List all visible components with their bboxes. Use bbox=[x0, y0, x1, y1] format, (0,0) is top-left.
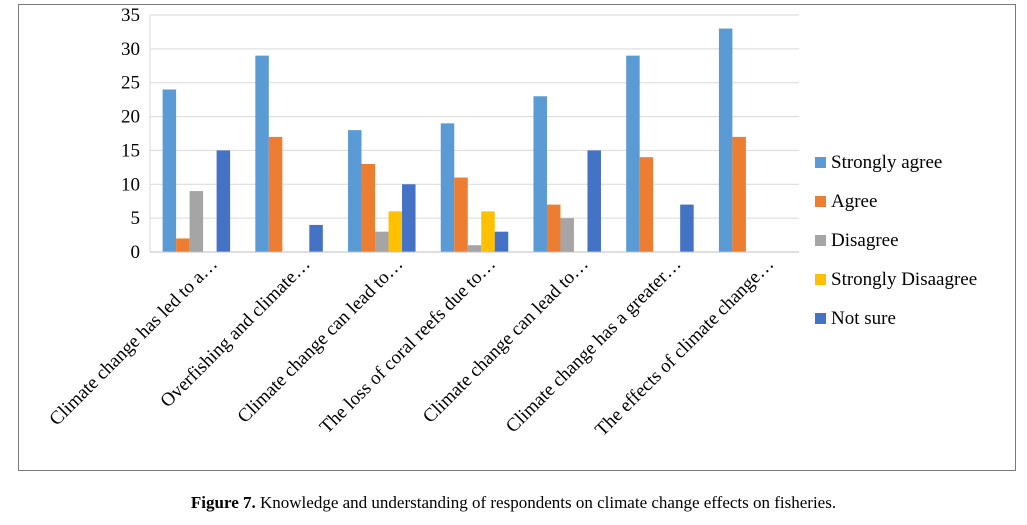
bar-strongly-disaagree-3 bbox=[388, 211, 403, 252]
bar-not-sure-3 bbox=[402, 184, 416, 252]
bar-strongly-agree-3 bbox=[348, 130, 362, 252]
bar-not-sure-5 bbox=[587, 150, 601, 252]
y-tick-label: 25 bbox=[121, 73, 140, 94]
chart-frame: 0 5 10 15 20 25 30 35 Climate change has led to… bbox=[18, 4, 1016, 471]
bar-agree-3 bbox=[361, 163, 376, 252]
x-category-label: Climate change can lead to… bbox=[234, 254, 408, 428]
y-axis-ticks: 0 5 10 15 20 25 30 35 bbox=[121, 5, 140, 263]
bar-disagree-5 bbox=[560, 218, 574, 252]
bar-strongly-agree-6 bbox=[626, 55, 640, 252]
bar-not-sure-1 bbox=[216, 150, 231, 252]
bar-agree-5 bbox=[546, 204, 561, 252]
bar-disagree-1 bbox=[189, 191, 204, 252]
y-tick-label: 0 bbox=[131, 242, 141, 263]
x-category-label: Climate change can lead to… bbox=[419, 254, 593, 428]
legend-swatch bbox=[815, 157, 826, 168]
bar-disagree-4 bbox=[467, 245, 482, 252]
x-category-label: Overfishing and climate… bbox=[156, 254, 314, 412]
y-tick-label: 30 bbox=[121, 39, 140, 60]
legend-swatch bbox=[815, 313, 826, 324]
legend-label: Disagree bbox=[831, 230, 899, 251]
bar-strongly-agree-1 bbox=[162, 89, 177, 252]
figure-caption: Figure 7. Knowledge and understanding of… bbox=[0, 493, 1027, 513]
bar-strongly-disaagree-4 bbox=[481, 211, 495, 252]
axes bbox=[149, 15, 799, 253]
x-axis-categories: Climate change has led to a…Overfishing … bbox=[45, 254, 778, 441]
y-tick-label: 5 bbox=[131, 208, 141, 229]
legend-label: Strongly agree bbox=[831, 152, 942, 173]
bars bbox=[162, 28, 746, 252]
bar-strongly-agree-7 bbox=[718, 28, 733, 252]
bar-agree-4 bbox=[454, 177, 468, 252]
x-category-label: The loss of coral reefs due to… bbox=[316, 254, 500, 438]
bar-strongly-agree-4 bbox=[440, 123, 455, 252]
bar-agree-6 bbox=[639, 157, 654, 252]
x-category-label: The effects of climate change… bbox=[591, 254, 778, 441]
bar-chart: 0 5 10 15 20 25 30 35 Climate change has led to… bbox=[45, 5, 977, 441]
x-category-label: Climate change has a greater… bbox=[502, 254, 685, 437]
y-tick-label: 15 bbox=[121, 140, 140, 161]
y-tick-label: 10 bbox=[121, 174, 140, 195]
legend-label: Agree bbox=[831, 191, 877, 212]
bar-agree-1 bbox=[176, 238, 190, 252]
bar-agree-7 bbox=[732, 136, 746, 252]
bar-agree-2 bbox=[268, 136, 283, 252]
bar-strongly-agree-2 bbox=[255, 55, 269, 252]
legend-swatch bbox=[815, 274, 826, 285]
bar-not-sure-6 bbox=[680, 204, 694, 252]
y-tick-label: 20 bbox=[121, 107, 140, 128]
caption-label: Figure 7. bbox=[190, 493, 256, 512]
legend-swatch bbox=[815, 235, 826, 246]
legend: Strongly agree Agree Disagree Strongly Disa… bbox=[815, 152, 977, 329]
y-tick-label: 35 bbox=[121, 5, 140, 26]
bar-not-sure-2 bbox=[309, 224, 323, 252]
bar-disagree-3 bbox=[375, 231, 389, 252]
bar-strongly-agree-5 bbox=[533, 96, 547, 252]
legend-swatch bbox=[815, 196, 826, 207]
legend-label: Not sure bbox=[831, 308, 896, 329]
legend-label: Strongly Disaagree bbox=[831, 269, 977, 290]
gridlines bbox=[150, 14, 799, 219]
bar-not-sure-4 bbox=[494, 231, 509, 252]
caption-text: Knowledge and understanding of responden… bbox=[255, 493, 837, 512]
x-category-label: Climate change has led to a… bbox=[45, 254, 221, 430]
